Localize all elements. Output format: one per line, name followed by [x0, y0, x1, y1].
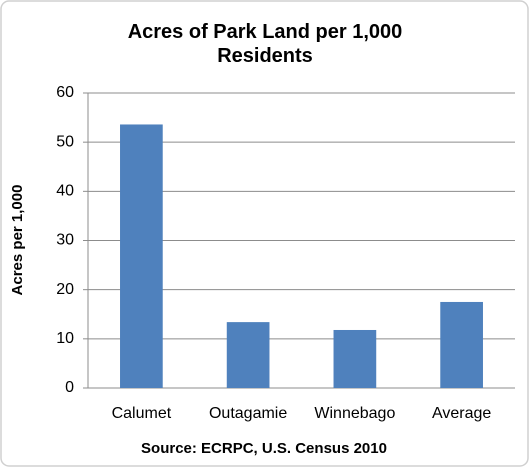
y-tick-label: 10 [56, 330, 74, 347]
y-tick-label: 30 [56, 232, 74, 249]
y-tick-label: 0 [65, 379, 74, 396]
chart-title: Acres of Park Land per 1,000 Residents [127, 21, 403, 67]
bar [226, 322, 270, 388]
y-tick-label: 40 [56, 183, 74, 200]
bar [333, 329, 377, 388]
x-tick-label: Average [432, 405, 491, 422]
x-tick-label: Outagamie [209, 405, 287, 422]
x-tick-label: Calumet [112, 405, 172, 422]
source-note: Source: ECRPC, U.S. Census 2010 [141, 440, 387, 457]
y-tick-label: 20 [56, 281, 74, 298]
bar [440, 301, 483, 388]
y-tick-label: 50 [56, 133, 74, 150]
y-tick-label: 60 [56, 84, 74, 101]
bar [120, 124, 163, 388]
x-tick-label: Winnebago [314, 405, 395, 422]
y-axis-label: Acres per 1,000 [9, 185, 26, 296]
